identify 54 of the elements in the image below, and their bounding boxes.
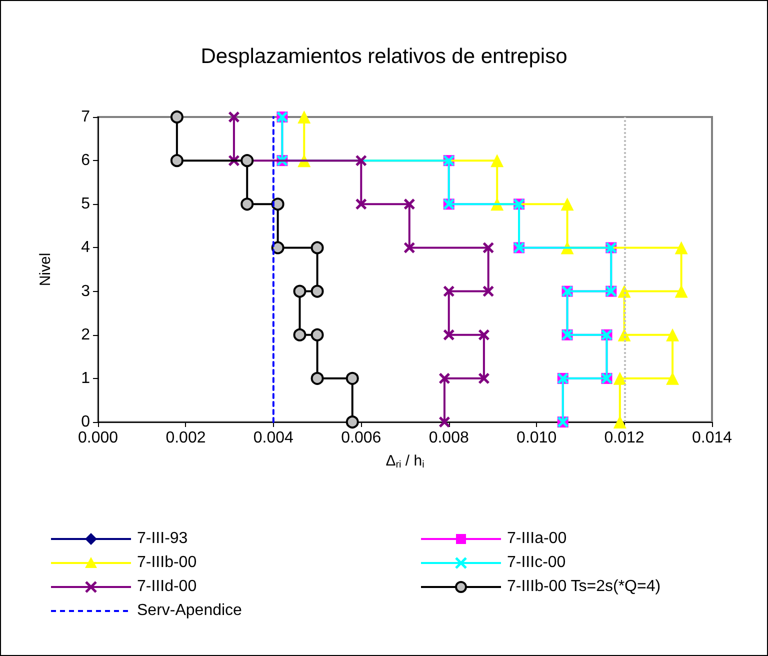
point (310, 241, 324, 254)
y-tick-label: 4 (81, 239, 90, 256)
legend-label: 7-IIIb-00 Ts=2s(*Q=4) (507, 578, 661, 596)
x-tick-label: 0.012 (604, 430, 644, 446)
point (490, 154, 504, 168)
point (404, 198, 415, 210)
legend-label: 7-IIIa-00 (507, 530, 567, 548)
point (613, 416, 626, 428)
point (560, 198, 574, 211)
y-tick-label: 5 (81, 196, 90, 213)
point (356, 198, 367, 210)
point (346, 372, 359, 385)
legend-label: 7-IIId-00 (137, 578, 197, 596)
legend-label: 7-IIIc-00 (507, 554, 566, 572)
point (404, 242, 415, 254)
point (310, 372, 324, 385)
y-tick-label: 7 (81, 108, 90, 126)
point (310, 284, 324, 298)
chart-title: Desplazamientos relativos de entrepiso (200, 45, 568, 68)
legend-label: 7-IIIb-00 (137, 554, 197, 572)
point (240, 154, 254, 168)
y-tick-label: 0 (81, 414, 90, 430)
point (293, 328, 306, 342)
point (613, 372, 626, 385)
point (478, 329, 490, 340)
point (674, 241, 688, 254)
y-tick-label: 2 (81, 326, 90, 344)
point (310, 328, 324, 342)
point (674, 284, 688, 298)
legend-label: 7-III-93 (137, 530, 188, 548)
x-tick-label: 0.004 (253, 430, 294, 446)
point (666, 328, 680, 342)
legend-label: Serv-Apendice (137, 602, 242, 620)
y-axis-title: Nivel (37, 252, 54, 286)
point (271, 241, 284, 254)
point (170, 154, 184, 168)
x-tick-label: 0.010 (516, 430, 557, 446)
y-tick-label: 1 (81, 370, 90, 387)
x-tick-label: 0.000 (78, 430, 118, 446)
point (240, 198, 254, 211)
point (346, 416, 359, 428)
point (293, 284, 306, 298)
y-tick-label: 3 (81, 282, 90, 300)
point (443, 329, 454, 340)
x-tick-label: 0.006 (341, 430, 382, 446)
point (438, 416, 450, 428)
x-tick-label: 0.014 (692, 430, 732, 446)
point (666, 372, 680, 385)
y-tick-label: 6 (81, 152, 90, 170)
point (356, 155, 367, 166)
point (298, 110, 311, 124)
point (170, 110, 184, 124)
x-tick-label: 0.002 (166, 430, 206, 446)
x-tick-label: 0.008 (428, 430, 469, 446)
